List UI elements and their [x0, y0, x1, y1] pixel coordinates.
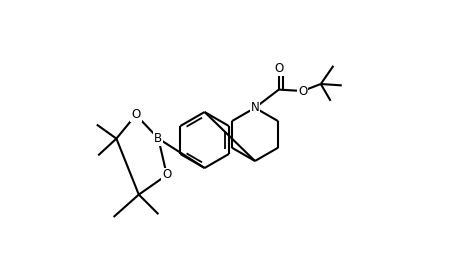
Text: N: N: [251, 101, 259, 114]
Text: O: O: [274, 62, 283, 75]
Text: B: B: [154, 132, 163, 145]
Text: O: O: [298, 85, 307, 97]
Text: O: O: [162, 169, 172, 181]
Text: O: O: [131, 108, 141, 121]
